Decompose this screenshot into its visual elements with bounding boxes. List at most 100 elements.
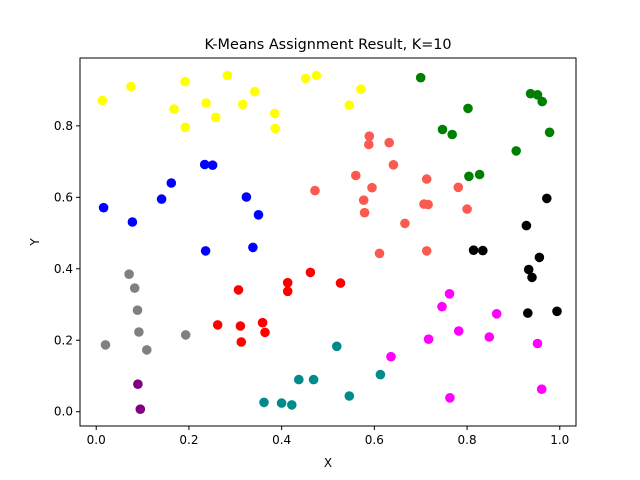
- data-point-s0-9: [250, 86, 260, 97]
- data-point-s0-11: [270, 123, 281, 134]
- y-axis-label: Y: [28, 238, 42, 247]
- y-tick-label-4: 0.8: [54, 119, 73, 133]
- data-point-s4-7: [523, 308, 533, 318]
- data-point-s4-0: [542, 193, 552, 204]
- data-point-s2-7: [241, 192, 252, 202]
- data-point-s7-0: [444, 289, 455, 299]
- data-point-s4-8: [552, 306, 562, 317]
- data-point-s8-3: [308, 374, 319, 385]
- data-point-s8-4: [344, 391, 355, 401]
- x-tick-label-4: 0.8: [458, 433, 477, 447]
- data-point-s2-2: [156, 194, 167, 204]
- data-point-s0-10: [269, 108, 280, 119]
- data-point-s3-15: [453, 182, 464, 193]
- data-point-s6-6: [235, 321, 246, 331]
- data-point-s2-9: [248, 242, 258, 253]
- data-point-s6-3: [305, 267, 316, 278]
- data-point-s1-0: [415, 72, 426, 83]
- data-point-s7-6: [532, 338, 543, 349]
- data-point-s6-8: [260, 327, 270, 338]
- data-point-s6-5: [212, 320, 223, 330]
- data-point-s5-6: [180, 330, 191, 340]
- chart-title: K-Means Assignment Result, K=10: [204, 37, 451, 53]
- data-point-s7-4: [484, 332, 495, 342]
- plot-frame: [79, 57, 577, 427]
- data-point-s5-2: [132, 305, 143, 316]
- data-point-s0-4: [180, 122, 190, 133]
- data-point-s1-5: [474, 169, 485, 180]
- data-point-s5-1: [129, 283, 140, 293]
- data-point-s2-1: [127, 217, 138, 227]
- data-point-s2-3: [166, 178, 177, 188]
- points-layer: [97, 70, 562, 415]
- data-point-s8-5: [259, 397, 269, 408]
- data-point-s4-2: [468, 245, 479, 255]
- data-point-s9-1: [135, 404, 146, 415]
- data-point-s9-0: [133, 379, 143, 390]
- data-point-s7-7: [386, 351, 396, 362]
- data-point-s3-2: [364, 131, 375, 141]
- x-axis-label: X: [324, 456, 332, 470]
- data-point-s4-6: [527, 272, 537, 283]
- data-point-s4-4: [534, 252, 545, 263]
- data-point-s0-6: [211, 112, 221, 123]
- data-point-s3-10: [400, 218, 410, 229]
- data-point-s6-7: [257, 317, 268, 328]
- data-point-s6-4: [335, 278, 346, 288]
- data-point-s0-1: [126, 81, 136, 92]
- data-point-s6-0: [233, 285, 244, 295]
- data-point-s1-6: [511, 146, 521, 156]
- data-point-s3-9: [374, 248, 385, 259]
- data-point-s3-3: [364, 139, 374, 150]
- data-point-s1-3: [463, 103, 473, 114]
- data-point-s1-8: [532, 90, 543, 100]
- data-point-s0-7: [222, 70, 233, 81]
- y-tick-label-1: 0.2: [54, 333, 73, 347]
- data-point-s0-12: [300, 73, 311, 84]
- data-point-s3-13: [423, 199, 433, 210]
- data-point-s5-3: [134, 327, 144, 337]
- data-point-s7-5: [423, 334, 434, 345]
- data-point-s3-5: [358, 195, 369, 205]
- axis-layer: 0.0 0.2 0.4 0.6 0.8 1.0 0.0 0.2 0.4 0.6 0.8: [54, 119, 569, 447]
- data-point-s1-2: [447, 129, 458, 140]
- data-point-s8-7: [287, 400, 297, 410]
- data-point-s8-2: [294, 374, 304, 385]
- data-point-s3-8: [388, 160, 399, 170]
- data-point-s3-16: [462, 204, 472, 214]
- data-point-s8-1: [375, 369, 386, 380]
- data-point-s7-2: [491, 309, 502, 319]
- data-point-s3-4: [367, 182, 377, 193]
- data-point-s2-4: [199, 159, 210, 170]
- data-point-s2-6: [200, 246, 211, 256]
- y-tick-label-2: 0.4: [54, 262, 73, 276]
- data-point-s5-4: [100, 340, 111, 350]
- data-point-s7-3: [453, 326, 464, 336]
- data-point-s1-10: [544, 127, 555, 138]
- data-point-s7-1: [437, 301, 447, 312]
- y-tick-label-0: 0.0: [54, 405, 73, 419]
- data-point-s0-14: [344, 100, 355, 110]
- data-point-s2-5: [207, 160, 218, 170]
- x-tick-label-5: 1.0: [550, 433, 569, 447]
- y-tick-label-3: 0.6: [54, 190, 73, 204]
- data-point-s5-5: [142, 345, 152, 355]
- data-point-s4-5: [523, 264, 534, 275]
- x-tick-label-1: 0.2: [179, 433, 198, 447]
- data-point-s1-4: [464, 171, 474, 182]
- data-point-s3-6: [359, 207, 370, 218]
- data-point-s8-6: [276, 398, 287, 408]
- data-point-s0-2: [169, 104, 179, 114]
- data-point-s0-0: [97, 95, 108, 106]
- x-tick-label-0: 0.0: [87, 433, 106, 447]
- data-point-s3-14: [421, 246, 432, 256]
- data-point-s0-13: [311, 70, 322, 81]
- x-tick-label-3: 0.6: [365, 433, 384, 447]
- data-point-s6-9: [236, 337, 247, 347]
- data-point-s7-8: [445, 393, 455, 403]
- data-point-s4-1: [521, 220, 532, 231]
- data-point-s4-3: [478, 245, 488, 256]
- data-point-s1-9: [537, 96, 547, 107]
